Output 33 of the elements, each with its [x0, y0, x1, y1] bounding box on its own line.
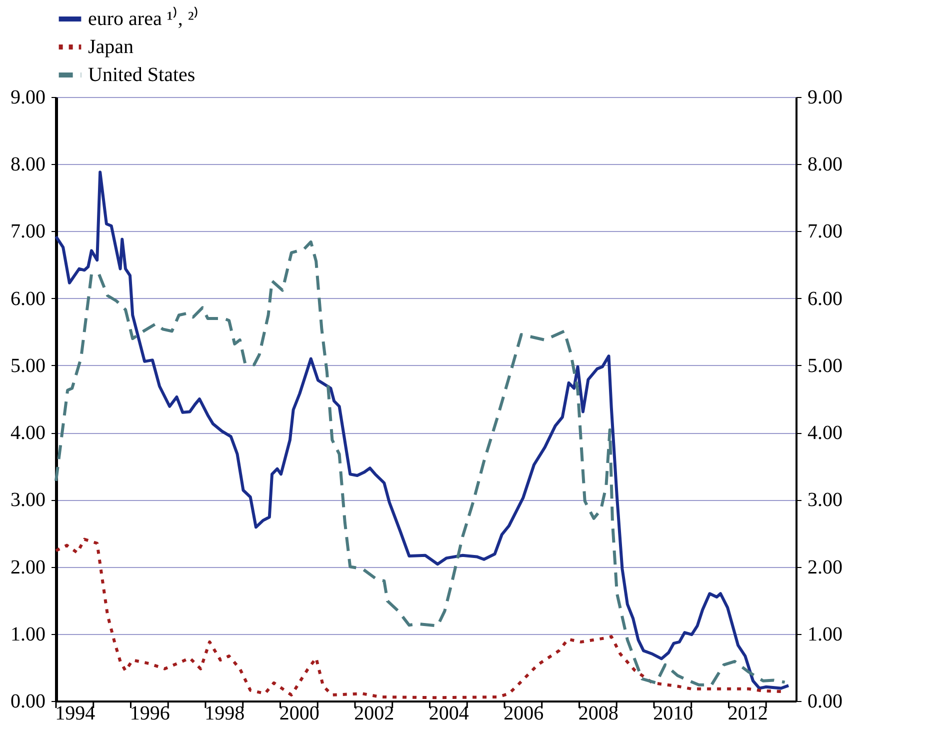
y-tick-label: 4.00 — [10, 422, 46, 444]
x-tick-label: 2006 — [504, 702, 544, 724]
legend-label: euro area ¹⁾, ²⁾ — [88, 6, 199, 30]
x-tick-label: 1996 — [130, 702, 170, 724]
y-tick-label: 6.00 — [10, 288, 46, 310]
x-tick-label: 2000 — [279, 702, 320, 724]
y-tick-label: 0.00 — [10, 690, 46, 712]
legend-label: United States — [88, 64, 196, 86]
y2-tick-label: 2.00 — [808, 556, 842, 578]
y-tick-label: 2.00 — [10, 556, 46, 578]
y2-tick-label: 0.00 — [808, 690, 842, 712]
y2-tick-label: 1.00 — [808, 623, 842, 646]
y2-tick-label: 7.00 — [808, 220, 842, 243]
x-tick-label: 2002 — [354, 702, 394, 724]
y-tick-label: 7.00 — [10, 220, 46, 243]
y2-tick-label: 6.00 — [808, 288, 842, 310]
y2-tick-label: 3.00 — [808, 489, 842, 512]
x-tick-label: 2004 — [428, 702, 469, 724]
y2-tick-label: 4.00 — [808, 422, 842, 444]
legend-label: Japan — [88, 36, 134, 58]
y-tick-label: 5.00 — [10, 354, 46, 377]
x-tick-label: 1998 — [204, 702, 245, 724]
x-tick-label: 2010 — [653, 702, 694, 724]
y-tick-label: 8.00 — [10, 154, 46, 176]
y-tick-label: 3.00 — [10, 489, 46, 512]
y-tick-label: 9.00 — [10, 86, 46, 108]
x-tick-label: 2012 — [728, 702, 768, 724]
x-tick-label: 1994 — [55, 702, 96, 724]
y2-tick-label: 5.00 — [808, 354, 842, 377]
y-tick-label: 1.00 — [10, 623, 46, 646]
x-tick-label: 2008 — [578, 702, 618, 724]
y2-tick-label: 9.00 — [808, 86, 842, 108]
y2-tick-label: 8.00 — [808, 154, 842, 176]
